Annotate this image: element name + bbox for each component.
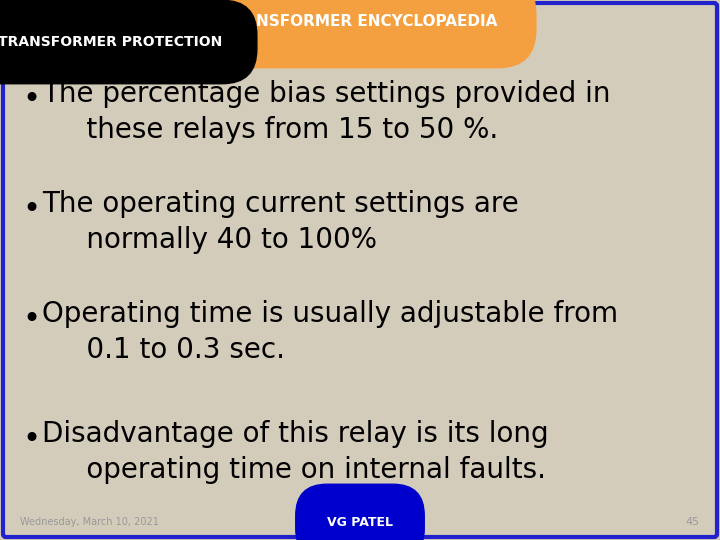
Text: Operating time is usually adjustable from
     0.1 to 0.3 sec.: Operating time is usually adjustable fro… [42, 300, 618, 364]
Text: VG PATEL: VG PATEL [327, 516, 393, 529]
Text: The percentage bias settings provided in
     these relays from 15 to 50 %.: The percentage bias settings provided in… [42, 80, 611, 144]
Text: •: • [22, 195, 40, 224]
Text: TRANSFORMER PROTECTION: TRANSFORMER PROTECTION [0, 35, 222, 49]
Text: Wednesday, March 10, 2021: Wednesday, March 10, 2021 [20, 517, 159, 527]
Text: Disadvantage of this relay is its long
     operating time on internal faults.: Disadvantage of this relay is its long o… [42, 420, 549, 484]
Text: •: • [22, 305, 40, 334]
Text: •: • [22, 85, 40, 114]
FancyBboxPatch shape [3, 3, 717, 537]
Text: •: • [22, 425, 40, 454]
Text: TRANSFORMER ENCYCLOPAEDIA: TRANSFORMER ENCYCLOPAEDIA [222, 15, 498, 30]
Text: The operating current settings are
     normally 40 to 100%: The operating current settings are norma… [42, 190, 518, 254]
Text: 45: 45 [686, 517, 700, 527]
